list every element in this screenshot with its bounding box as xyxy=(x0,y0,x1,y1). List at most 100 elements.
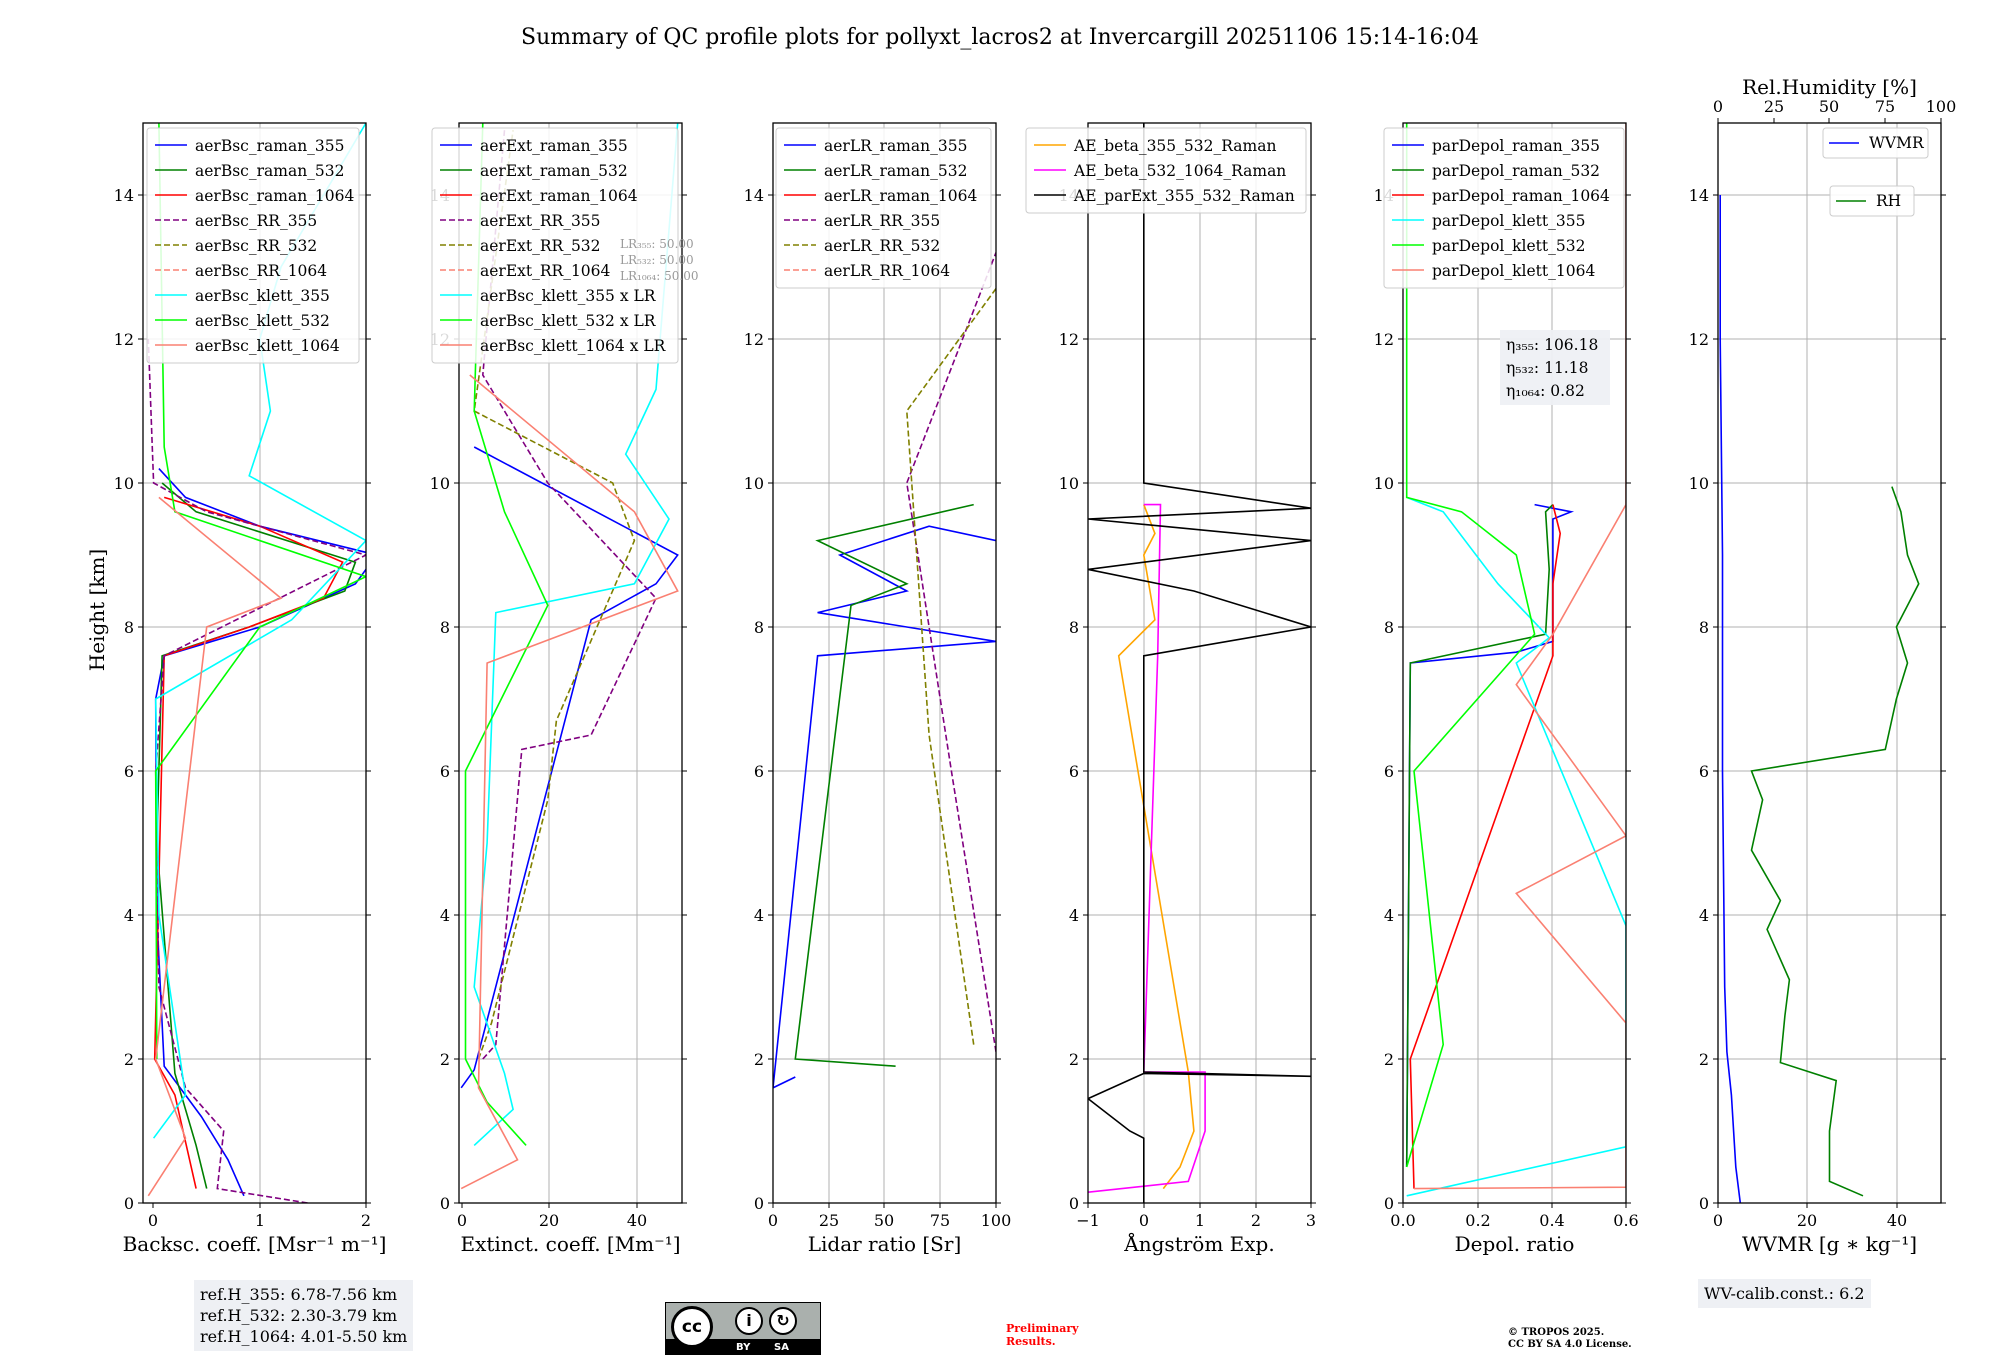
series-line-aerBsc_klett_355 x LR xyxy=(473,123,679,1146)
y-tick-label: 4 xyxy=(440,906,450,925)
legend-label: aerBsc_klett_355 x LR xyxy=(480,287,657,305)
y-tick-label: 6 xyxy=(1384,762,1394,781)
y-tick-label: 4 xyxy=(1384,906,1394,925)
legend-label: aerBsc_raman_1064 xyxy=(195,187,355,205)
series-line-aerLR_raman_532 xyxy=(794,503,974,1067)
series-line-AE_parExt_355_532_Raman xyxy=(1088,123,1311,1203)
legend-label: AE_beta_355_532_Raman xyxy=(1073,137,1276,155)
y-tick-label: 10 xyxy=(430,474,450,493)
series-line-parDepol_klett_1064 xyxy=(1413,123,1626,1190)
legend-label: parDepol_klett_355 xyxy=(1432,212,1585,230)
legend: WVMR RH xyxy=(1822,127,1929,217)
x-tick-label: −1 xyxy=(1076,1211,1100,1230)
y-tick-label: 12 xyxy=(114,330,134,349)
y-tick-label: 10 xyxy=(1059,474,1079,493)
top-tick-label: 100 xyxy=(1926,97,1957,116)
ref-height-355: ref.H_355: 6.78-7.56 km xyxy=(200,1285,398,1304)
y-tick-label: 0 xyxy=(1699,1194,1709,1213)
x-tick-label: 1 xyxy=(255,1211,265,1230)
y-tick-label: 2 xyxy=(440,1050,450,1069)
series-line-AE_beta_532_1064_Raman xyxy=(1088,503,1206,1193)
legend-label: aerBsc_klett_1064 xyxy=(195,337,340,355)
y-tick-label: 0 xyxy=(440,1194,450,1213)
preliminary-note: Preliminary Results. xyxy=(1006,1322,1079,1348)
cc-sa-label: SA xyxy=(774,1342,789,1353)
x-tick-label: 0 xyxy=(1713,1211,1723,1230)
y-axis-label: Height [km] xyxy=(85,549,109,671)
series-line-aerLR_RR_355 xyxy=(905,252,996,1052)
series-line-AE_beta_355_532_Raman xyxy=(1117,504,1195,1190)
y-tick-label: 8 xyxy=(440,618,450,637)
eta-value: η₃₅₅: 106.18 xyxy=(1506,336,1598,354)
x-tick-label: 25 xyxy=(819,1211,839,1230)
y-tick-label: 14 xyxy=(114,186,134,205)
lr-note: LR₅₃₂: 50.00 xyxy=(620,253,694,267)
x-tick-label: 40 xyxy=(627,1211,647,1230)
y-tick-label: 12 xyxy=(744,330,764,349)
legend-label: aerLR_RR_355 xyxy=(824,212,940,230)
panel-extinction: 0246810121402040Extinct. coeff. [Mm⁻¹]ae… xyxy=(430,122,687,1256)
legend-label: aerBsc_klett_532 xyxy=(195,312,330,330)
x-tick-label: 50 xyxy=(874,1211,894,1230)
x-tick-label: 0.0 xyxy=(1390,1211,1415,1230)
y-tick-label: 4 xyxy=(754,906,764,925)
series-line-RH (%) xyxy=(1750,486,1920,1197)
top-tick-label: 75 xyxy=(1875,97,1895,116)
x-tick-label: 0 xyxy=(148,1211,158,1230)
series-line-aerExt_RR_355 xyxy=(481,130,657,1060)
y-tick-label: 0 xyxy=(124,1194,134,1213)
copyright-line-2: CC BY SA 4.0 License. xyxy=(1508,1339,1632,1350)
preliminary-line-2: Results. xyxy=(1006,1335,1056,1348)
y-tick-label: 6 xyxy=(754,762,764,781)
y-tick-label: 8 xyxy=(1699,618,1709,637)
x-axis-label: Extinct. coeff. [Mm⁻¹] xyxy=(460,1232,680,1256)
legend-box xyxy=(1822,127,1929,159)
y-tick-label: 8 xyxy=(124,618,134,637)
y-tick-label: 6 xyxy=(440,762,450,781)
y-tick-label: 2 xyxy=(1069,1050,1079,1069)
axes-frame xyxy=(142,122,367,1204)
series-line-aerBsc_klett_532 x LR xyxy=(464,123,549,1146)
y-tick-label: 2 xyxy=(124,1050,134,1069)
top-axis-label: Rel.Humidity [%] xyxy=(1742,75,1917,99)
x-tick-label: 2 xyxy=(1251,1211,1261,1230)
series-line-WVMR xyxy=(1719,195,1742,1203)
legend: AE_beta_355_532_Raman AE_beta_532_1064_Ra… xyxy=(1025,127,1307,214)
x-tick-label: 75 xyxy=(930,1211,950,1230)
y-tick-label: 2 xyxy=(754,1050,764,1069)
series-group xyxy=(1088,123,1311,1203)
y-tick-label: 6 xyxy=(1699,762,1709,781)
legend-box xyxy=(775,127,992,289)
eta-box: η₃₅₅: 106.18 η₅₃₂: 11.18 η₁₀₆₄: 0.82 xyxy=(1500,330,1610,405)
legend-label: aerBsc_klett_1064 x LR xyxy=(480,337,667,355)
y-tick-label: 10 xyxy=(1689,474,1709,493)
legend-label: aerBsc_klett_532 x LR xyxy=(480,312,657,330)
lr-note: LR₁₀₆₄: 50.00 xyxy=(620,269,698,283)
axes-frame xyxy=(458,122,683,1204)
series-line-aerBsc_klett_532 xyxy=(154,123,366,1060)
series-line-aerBsc_raman_355 xyxy=(154,468,366,1197)
y-tick-label: 6 xyxy=(124,762,134,781)
x-tick-label: 0.2 xyxy=(1465,1211,1490,1230)
panel-lidar_ratio: 0 2 4 6 8 10 12 14 0 25 50 75 100 Lidar ratio [Sr] aer… xyxy=(744,122,1011,1256)
x-tick-label: 0.6 xyxy=(1613,1211,1638,1230)
series-line-parDepol_raman_532 xyxy=(1405,504,1554,1168)
legend-label: AE_parExt_355_532_Raman xyxy=(1073,187,1295,205)
ref-height-532: ref.H_532: 2.30-3.79 km xyxy=(200,1306,398,1325)
legend-label: aerBsc_RR_532 xyxy=(195,237,317,255)
copyright-line-1: © TROPOS 2025. xyxy=(1508,1327,1605,1338)
y-tick-label: 2 xyxy=(1699,1050,1709,1069)
x-tick-label: 20 xyxy=(539,1211,559,1230)
legend-label: aerExt_raman_1064 xyxy=(480,187,638,205)
legend-label: aerBsc_RR_1064 xyxy=(195,262,327,280)
legend-label: aerLR_raman_1064 xyxy=(824,187,977,205)
legend-label: aerLR_RR_1064 xyxy=(824,262,950,280)
legend-label: AE_beta_532_1064_Raman xyxy=(1073,162,1286,180)
x-tick-label: 0 xyxy=(1139,1211,1149,1230)
lr-note: LR₃₅₅: 50.00 xyxy=(620,237,694,251)
y-tick-label: 8 xyxy=(1384,618,1394,637)
legend-label: aerExt_raman_355 xyxy=(480,137,628,155)
legend-box xyxy=(1025,127,1307,214)
